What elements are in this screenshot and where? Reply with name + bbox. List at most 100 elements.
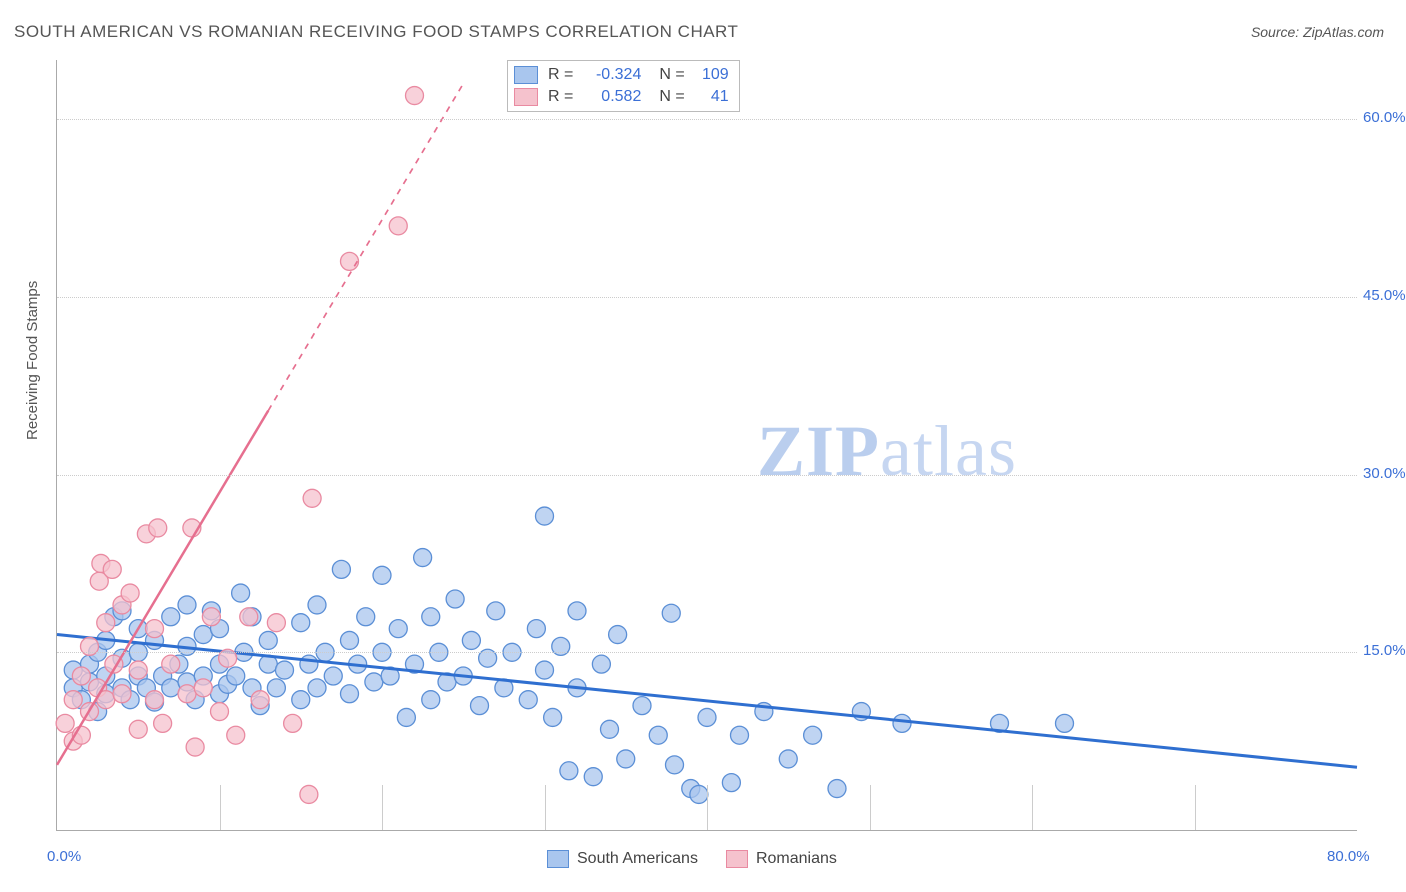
data-point xyxy=(341,685,359,703)
data-point xyxy=(162,655,180,673)
data-point xyxy=(276,661,294,679)
data-point xyxy=(560,762,578,780)
data-point xyxy=(300,785,318,803)
data-point xyxy=(779,750,797,768)
legend-swatch xyxy=(726,850,748,868)
r-value: 0.582 xyxy=(583,88,641,106)
x-tick xyxy=(1032,785,1033,830)
data-point xyxy=(422,608,440,626)
data-point xyxy=(462,631,480,649)
data-point xyxy=(300,655,318,673)
data-point xyxy=(804,726,822,744)
data-point xyxy=(544,708,562,726)
data-point xyxy=(129,661,147,679)
data-point xyxy=(292,614,310,632)
data-point xyxy=(129,720,147,738)
data-point xyxy=(240,608,258,626)
data-point xyxy=(97,614,115,632)
legend-label: South Americans xyxy=(577,850,698,868)
n-value: 109 xyxy=(695,66,729,84)
data-point xyxy=(341,252,359,270)
data-point xyxy=(609,626,627,644)
data-point xyxy=(308,679,326,697)
data-point xyxy=(389,620,407,638)
data-point xyxy=(633,697,651,715)
legend-label: Romanians xyxy=(756,850,837,868)
legend-row: R =-0.324N =109 xyxy=(514,64,729,86)
data-point xyxy=(56,714,74,732)
legend-swatch xyxy=(547,850,569,868)
data-point xyxy=(72,667,90,685)
data-point xyxy=(536,661,554,679)
data-point xyxy=(357,608,375,626)
plot-area: ZIPatlas R =-0.324N =109R =0.582N =41 So… xyxy=(56,60,1357,831)
data-point xyxy=(146,620,164,638)
r-label: R = xyxy=(548,66,573,84)
n-value: 41 xyxy=(695,88,729,106)
data-point xyxy=(149,519,167,537)
trend-line-dashed xyxy=(268,84,463,411)
n-label: N = xyxy=(659,66,684,84)
n-label: N = xyxy=(659,88,684,106)
x-tick xyxy=(1195,785,1196,830)
x-max-label: 80.0% xyxy=(1327,848,1370,865)
data-point xyxy=(308,596,326,614)
data-point xyxy=(649,726,667,744)
data-point xyxy=(568,602,586,620)
data-point xyxy=(178,596,196,614)
data-point xyxy=(284,714,302,732)
x-origin-label: 0.0% xyxy=(47,848,81,865)
gridline xyxy=(57,119,1357,120)
data-point xyxy=(731,726,749,744)
data-point xyxy=(341,631,359,649)
data-point xyxy=(446,590,464,608)
data-point xyxy=(536,507,554,525)
data-point xyxy=(232,584,250,602)
data-point xyxy=(365,673,383,691)
data-point xyxy=(162,608,180,626)
data-point xyxy=(121,584,139,602)
correlation-legend: R =-0.324N =109R =0.582N =41 xyxy=(507,60,740,112)
data-point xyxy=(601,720,619,738)
data-point xyxy=(194,679,212,697)
gridline xyxy=(57,297,1357,298)
data-point xyxy=(267,614,285,632)
legend-item: South Americans xyxy=(547,850,698,868)
x-tick xyxy=(382,785,383,830)
x-tick xyxy=(707,785,708,830)
x-tick xyxy=(220,785,221,830)
data-point xyxy=(662,604,680,622)
data-point xyxy=(893,714,911,732)
x-tick xyxy=(545,785,546,830)
data-point xyxy=(227,726,245,744)
data-point xyxy=(666,756,684,774)
data-point xyxy=(186,738,204,756)
series-legend: South Americans Romanians xyxy=(547,850,837,868)
data-point xyxy=(324,667,342,685)
data-point xyxy=(178,685,196,703)
legend-swatch xyxy=(514,88,538,106)
data-point xyxy=(259,631,277,649)
data-point xyxy=(828,780,846,798)
data-point xyxy=(414,549,432,567)
data-point xyxy=(211,703,229,721)
data-point xyxy=(690,785,708,803)
y-tick-label: 15.0% xyxy=(1363,642,1406,659)
scatter-svg xyxy=(57,60,1357,830)
data-point xyxy=(397,708,415,726)
data-point xyxy=(722,774,740,792)
data-point xyxy=(519,691,537,709)
data-point xyxy=(332,560,350,578)
data-point xyxy=(113,685,131,703)
data-point xyxy=(162,679,180,697)
y-tick-label: 60.0% xyxy=(1363,109,1406,126)
legend-row: R =0.582N =41 xyxy=(514,86,729,108)
data-point xyxy=(227,667,245,685)
data-point xyxy=(584,768,602,786)
data-point xyxy=(471,697,489,715)
data-point xyxy=(1056,714,1074,732)
data-point xyxy=(698,708,716,726)
data-point xyxy=(592,655,610,673)
chart-title: SOUTH AMERICAN VS ROMANIAN RECEIVING FOO… xyxy=(14,22,738,42)
y-axis-label: Receiving Food Stamps xyxy=(24,281,41,440)
